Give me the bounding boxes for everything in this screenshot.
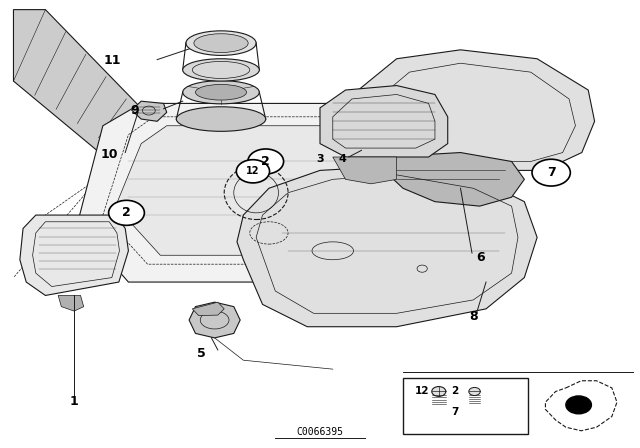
Ellipse shape	[432, 387, 446, 396]
Polygon shape	[189, 302, 240, 338]
Text: 1: 1	[70, 395, 79, 408]
Polygon shape	[77, 103, 435, 282]
Ellipse shape	[182, 59, 259, 81]
Polygon shape	[346, 50, 595, 170]
Circle shape	[248, 149, 284, 174]
Text: 9: 9	[131, 103, 139, 116]
Text: 4: 4	[339, 154, 346, 164]
Ellipse shape	[194, 34, 248, 52]
Circle shape	[566, 396, 591, 414]
Polygon shape	[132, 101, 167, 121]
Circle shape	[236, 159, 269, 183]
Ellipse shape	[182, 81, 259, 104]
Text: 7: 7	[451, 407, 458, 417]
Text: 7: 7	[547, 166, 556, 179]
Text: 11: 11	[104, 55, 121, 68]
Text: 5: 5	[198, 347, 206, 360]
Circle shape	[109, 200, 145, 225]
Polygon shape	[333, 157, 397, 184]
Text: 3: 3	[316, 154, 324, 164]
Polygon shape	[320, 86, 448, 157]
Ellipse shape	[186, 31, 256, 56]
Text: 12: 12	[415, 387, 429, 396]
Polygon shape	[13, 9, 167, 170]
Polygon shape	[116, 126, 397, 255]
Text: 12: 12	[246, 166, 260, 177]
Ellipse shape	[195, 84, 246, 100]
Circle shape	[532, 159, 570, 186]
Text: 8: 8	[469, 310, 477, 323]
Polygon shape	[192, 302, 224, 315]
Ellipse shape	[176, 107, 266, 131]
Text: 6: 6	[477, 251, 485, 264]
Polygon shape	[237, 166, 537, 327]
Text: 2: 2	[261, 155, 270, 168]
Polygon shape	[20, 215, 129, 296]
FancyBboxPatch shape	[403, 378, 527, 434]
Ellipse shape	[468, 388, 480, 396]
Text: 2: 2	[122, 207, 131, 220]
Polygon shape	[358, 152, 524, 206]
Text: C0066395: C0066395	[296, 427, 344, 438]
Text: 10: 10	[100, 148, 118, 161]
Polygon shape	[58, 296, 84, 311]
Text: 2: 2	[451, 387, 458, 396]
